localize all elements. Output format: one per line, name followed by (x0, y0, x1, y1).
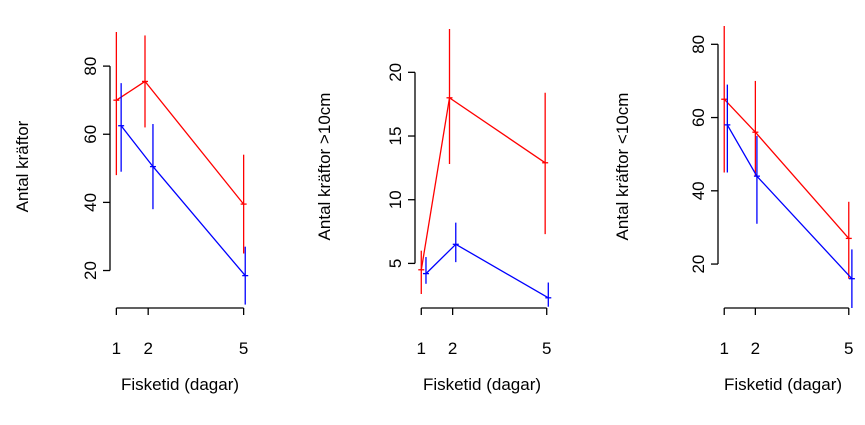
series-red (113, 32, 247, 254)
series-line (425, 243, 549, 299)
x-tick-label: 1 (112, 339, 121, 358)
series-line (726, 124, 853, 280)
x-tick-label: 5 (542, 339, 551, 358)
series-line (116, 80, 245, 205)
series-blue (724, 84, 855, 308)
y-tick-label: 20 (689, 255, 708, 274)
y-axis-title: Antal kräftor >10cm (315, 93, 334, 241)
series-line (120, 125, 246, 277)
series-red (721, 25, 852, 279)
y-tick-label: 80 (81, 57, 100, 76)
x-tick-label: 2 (751, 339, 760, 358)
x-axis-title: Fisketid (dagar) (423, 375, 541, 394)
series-blue (422, 222, 552, 307)
series-line (420, 96, 546, 270)
y-tick-label: 5 (386, 259, 405, 268)
y-tick-label: 20 (81, 261, 100, 280)
y-tick-label: 40 (689, 181, 708, 200)
y-axis-title: Antal kräftor <10cm (613, 93, 632, 241)
x-tick-label: 5 (239, 339, 248, 358)
y-tick-label: 60 (689, 108, 708, 127)
series-red (418, 29, 549, 294)
x-tick-label: 2 (448, 339, 457, 358)
x-tick-label: 1 (719, 339, 728, 358)
x-tick-label: 2 (143, 339, 152, 358)
y-tick-label: 20 (386, 63, 405, 82)
x-axis-title: Fisketid (dagar) (724, 375, 842, 394)
x-tick-label: 1 (417, 339, 426, 358)
y-tick-label: 40 (81, 193, 100, 212)
y-axis-title: Antal kräftor (13, 120, 32, 212)
y-tick-label: 60 (81, 125, 100, 144)
x-axis-title: Fisketid (dagar) (121, 375, 239, 394)
series-line (723, 98, 850, 239)
y-tick-label: 80 (689, 35, 708, 54)
y-tick-label: 10 (386, 190, 405, 209)
x-tick-label: 5 (844, 339, 853, 358)
y-tick-label: 15 (386, 127, 405, 146)
series-blue (118, 83, 249, 305)
